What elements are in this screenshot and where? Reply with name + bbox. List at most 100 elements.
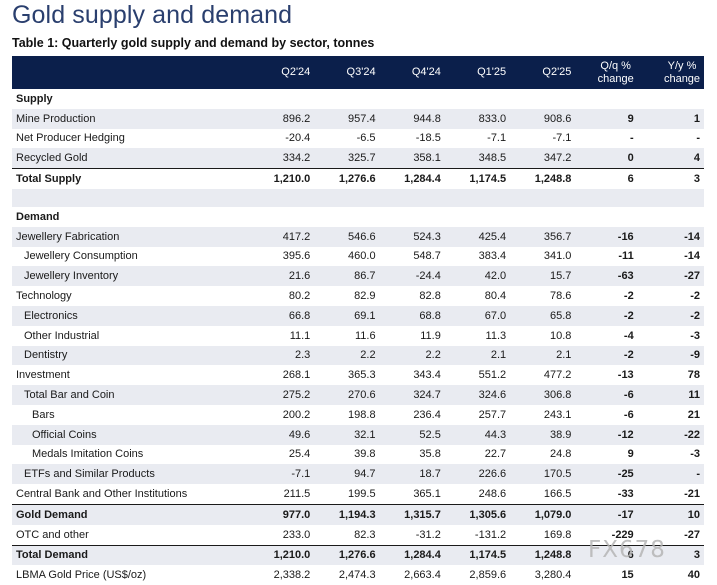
value-cell bbox=[376, 207, 441, 227]
change-cell: 6 bbox=[571, 544, 638, 566]
value-cell: 896.2 bbox=[245, 108, 311, 129]
value-cell: -7.1 bbox=[245, 464, 311, 485]
value-cell: 395.6 bbox=[282, 250, 311, 263]
value-cell: 170.5 bbox=[506, 464, 572, 485]
table-row: LBMA Gold Price (US$/oz) 2,338.2 2,474.3 2,… bbox=[12, 565, 704, 585]
value-cell: 1,248.8 bbox=[506, 544, 572, 566]
value-cell: 1,276.6 bbox=[310, 168, 376, 189]
change-cell: -6 bbox=[571, 385, 638, 405]
value-cell bbox=[440, 188, 507, 207]
value-cell: 82.9 bbox=[354, 290, 376, 303]
section-row: Demand bbox=[12, 207, 704, 227]
value-cell: 1,174.5 bbox=[440, 544, 507, 566]
change-cell: -3 bbox=[690, 329, 700, 342]
value-cell: -18.5 bbox=[415, 132, 441, 145]
value-cell: 65.8 bbox=[506, 305, 572, 326]
change-cell bbox=[571, 188, 638, 207]
row-label: Supply bbox=[16, 92, 53, 105]
change-cell: 40 bbox=[687, 569, 700, 582]
column-header: Q/q % change bbox=[571, 56, 638, 89]
column-header: Y/y % change bbox=[637, 56, 704, 89]
value-cell: 78.6 bbox=[549, 290, 572, 303]
value-cell: 44.3 bbox=[440, 424, 507, 445]
table-row: Other Industrial 11.1 11.6 11.9 11.3 10.8 -4 -3 bbox=[12, 326, 704, 346]
row-label: Jewellery Fabrication bbox=[12, 226, 245, 247]
value-cell: 347.2 bbox=[506, 148, 572, 169]
row-label: Bars bbox=[32, 408, 55, 421]
row-label: ETFs and Similar Products bbox=[12, 464, 245, 485]
value-cell bbox=[375, 188, 441, 207]
row-label bbox=[12, 188, 245, 207]
value-cell: 356.7 bbox=[506, 226, 572, 247]
table-row: Official Coins 49.6 32.1 52.5 44.3 38.9 -12 -22 bbox=[12, 424, 704, 445]
row-label: Recycled Gold bbox=[12, 148, 245, 169]
value-cell: 200.2 bbox=[282, 408, 311, 421]
value-cell: 68.8 bbox=[375, 305, 441, 326]
value-cell: 21.6 bbox=[245, 266, 311, 287]
value-cell: 35.8 bbox=[419, 448, 441, 461]
row-label: Total Supply bbox=[12, 168, 245, 189]
table-row: OTC and other 233.0 82.3 -31.2 -131.2 169.8 -2… bbox=[12, 525, 704, 545]
section-row: Supply bbox=[12, 89, 704, 109]
change-cell: 4 bbox=[637, 148, 704, 169]
row-label: Electronics bbox=[12, 305, 245, 326]
column-header: Q4'24 bbox=[375, 56, 441, 89]
change-cell: -22 bbox=[637, 424, 704, 445]
value-cell: 24.8 bbox=[549, 448, 572, 461]
yy-change-header: Y/y % change bbox=[663, 59, 701, 85]
row-label: Jewellery Inventory bbox=[12, 266, 245, 287]
change-cell: -11 bbox=[618, 250, 634, 263]
value-cell: 1,210.0 bbox=[245, 544, 311, 566]
value-cell: 10.8 bbox=[549, 329, 572, 342]
value-cell: 2.3 bbox=[245, 345, 311, 366]
value-cell: 343.4 bbox=[413, 369, 441, 382]
row-label: Total Demand bbox=[12, 544, 245, 566]
change-cell: -9 bbox=[637, 345, 704, 366]
change-cell: 10 bbox=[637, 503, 704, 525]
change-cell: - bbox=[630, 132, 634, 145]
change-cell: -2 bbox=[623, 290, 634, 303]
value-cell: 944.8 bbox=[375, 108, 441, 129]
value-cell: 270.6 bbox=[310, 385, 376, 405]
value-cell: 18.7 bbox=[375, 464, 441, 485]
value-cell: 306.8 bbox=[506, 385, 572, 405]
value-cell: -24.4 bbox=[375, 266, 441, 287]
change-cell: -3 bbox=[690, 448, 700, 461]
change-cell: -2 bbox=[690, 290, 700, 303]
value-cell: -131.2 bbox=[474, 528, 507, 541]
column-header: Q2'24 bbox=[245, 56, 311, 89]
value-cell: 11.9 bbox=[420, 329, 441, 342]
value-cell: 334.2 bbox=[245, 148, 311, 169]
change-cell: - bbox=[637, 464, 704, 485]
value-cell: 82.3 bbox=[354, 528, 376, 541]
value-cell: 833.0 bbox=[440, 108, 507, 129]
table-row: Jewellery Consumption 395.6 460.0 548.7 383.… bbox=[12, 247, 704, 267]
table-row: Gold Demand 977.0 1,194.3 1,315.7 1,305.6 1,0… bbox=[12, 503, 704, 525]
value-cell: 198.8 bbox=[348, 408, 376, 421]
row-label: Demand bbox=[16, 210, 60, 223]
change-cell: 11 bbox=[637, 385, 704, 405]
value-cell: 460.0 bbox=[348, 250, 376, 263]
table-row: Net Producer Hedging -20.4 -6.5 -18.5 -7.1 -7… bbox=[12, 129, 704, 149]
change-cell: -2 bbox=[571, 345, 638, 366]
page-title: Gold supply and demand bbox=[12, 1, 293, 29]
row-label: Medals Imitation Coins bbox=[32, 448, 144, 461]
change-cell bbox=[638, 207, 704, 227]
change-cell: -16 bbox=[571, 226, 638, 247]
row-label: Technology bbox=[16, 290, 72, 303]
value-cell: 169.8 bbox=[543, 528, 572, 541]
value-cell: 226.6 bbox=[440, 464, 507, 485]
row-label: LBMA Gold Price (US$/oz) bbox=[16, 569, 147, 582]
value-cell: 2,663.4 bbox=[404, 569, 441, 582]
column-header: Q2'25 bbox=[506, 56, 572, 89]
value-cell: 82.8 bbox=[419, 290, 441, 303]
value-cell: 383.4 bbox=[478, 250, 507, 263]
value-cell: 977.0 bbox=[245, 503, 311, 525]
value-cell bbox=[506, 188, 572, 207]
change-cell: 0 bbox=[571, 148, 638, 169]
value-cell: 1,284.4 bbox=[375, 544, 441, 566]
value-cell: 551.2 bbox=[478, 369, 507, 382]
value-cell: 268.1 bbox=[282, 369, 311, 382]
value-cell: 365.1 bbox=[413, 488, 441, 501]
value-cell: 957.4 bbox=[310, 108, 376, 129]
